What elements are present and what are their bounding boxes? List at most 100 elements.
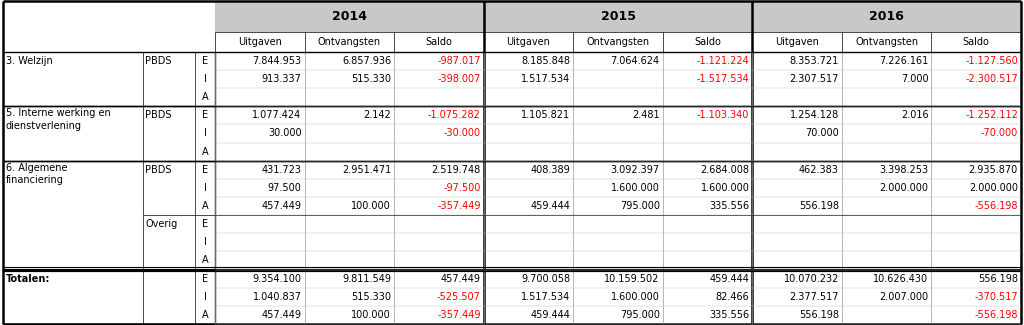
Text: -357.449: -357.449 [437, 201, 480, 211]
Text: Saldo: Saldo [425, 37, 453, 47]
Bar [215, 1, 483, 32]
Bar [3, 179, 1021, 197]
Text: Totalen:: Totalen: [6, 274, 50, 284]
Bar [3, 252, 1021, 269]
Text: 1.517.534: 1.517.534 [521, 292, 570, 302]
Text: Ontvangsten: Ontvangsten [855, 37, 919, 47]
Text: 9.354.100: 9.354.100 [253, 274, 301, 284]
Text: PBDS: PBDS [145, 165, 171, 175]
Text: -97.500: -97.500 [443, 183, 480, 193]
Text: I: I [204, 74, 207, 84]
Text: Uitgaven: Uitgaven [238, 37, 282, 47]
Text: 9.811.549: 9.811.549 [342, 274, 391, 284]
Text: -370.517: -370.517 [975, 292, 1018, 302]
Bar [753, 1, 1021, 32]
Text: Uitgaven: Uitgaven [507, 37, 550, 47]
Bar [3, 106, 1021, 124]
Text: 6.857.936: 6.857.936 [342, 56, 391, 66]
Text: A: A [202, 92, 208, 102]
Text: 10.070.232: 10.070.232 [783, 274, 839, 284]
Bar [3, 143, 1021, 161]
Text: 2.684.008: 2.684.008 [700, 165, 750, 175]
Text: 7.000: 7.000 [901, 74, 929, 84]
Text: 556.198: 556.198 [799, 310, 839, 320]
Text: A: A [202, 310, 208, 320]
Text: Ontvangsten: Ontvangsten [317, 37, 381, 47]
Bar [3, 215, 1021, 233]
Text: Overig: Overig [145, 219, 177, 229]
Text: 2.519.748: 2.519.748 [431, 165, 480, 175]
Text: 462.383: 462.383 [799, 165, 839, 175]
Text: PBDS: PBDS [145, 110, 171, 120]
Text: 431.723: 431.723 [261, 165, 301, 175]
Bar [573, 32, 663, 52]
Text: 1.600.000: 1.600.000 [611, 183, 659, 193]
Bar [3, 306, 1021, 324]
Bar [304, 32, 394, 52]
Text: 1.517.534: 1.517.534 [521, 74, 570, 84]
Bar [932, 32, 1021, 52]
Text: 795.000: 795.000 [620, 201, 659, 211]
Bar [3, 52, 1021, 70]
Text: 457.449: 457.449 [261, 310, 301, 320]
Text: -398.007: -398.007 [437, 74, 480, 84]
Text: 3.398.253: 3.398.253 [880, 165, 929, 175]
Bar [3, 88, 1021, 106]
Text: 457.449: 457.449 [440, 274, 480, 284]
Text: -1.103.340: -1.103.340 [697, 110, 750, 120]
Text: E: E [202, 219, 208, 229]
Text: 2.016: 2.016 [901, 110, 929, 120]
Text: E: E [202, 110, 208, 120]
Bar [3, 161, 1021, 179]
Text: Saldo: Saldo [963, 37, 989, 47]
Text: I: I [204, 237, 207, 247]
Text: 3. Welzijn: 3. Welzijn [6, 56, 53, 66]
Bar [215, 32, 304, 52]
Text: 2.481: 2.481 [632, 110, 659, 120]
Text: 335.556: 335.556 [710, 310, 750, 320]
Text: A: A [202, 255, 208, 266]
Text: A: A [202, 147, 208, 157]
Text: 335.556: 335.556 [710, 201, 750, 211]
Bar [753, 32, 842, 52]
Text: 459.444: 459.444 [710, 274, 750, 284]
Bar [3, 233, 1021, 252]
Text: 9.700.058: 9.700.058 [521, 274, 570, 284]
Text: E: E [202, 274, 208, 284]
Text: 70.000: 70.000 [805, 128, 839, 138]
Text: -357.449: -357.449 [437, 310, 480, 320]
Text: -556.198: -556.198 [975, 310, 1018, 320]
Bar [3, 32, 215, 52]
Text: -30.000: -30.000 [443, 128, 480, 138]
Text: I: I [204, 292, 207, 302]
Text: -1.252.112: -1.252.112 [966, 110, 1018, 120]
Text: 1.254.128: 1.254.128 [790, 110, 839, 120]
Bar [3, 197, 1021, 215]
Text: 10.159.502: 10.159.502 [604, 274, 659, 284]
Text: 2.951.471: 2.951.471 [342, 165, 391, 175]
Text: 3.092.397: 3.092.397 [610, 165, 659, 175]
Text: Saldo: Saldo [694, 37, 721, 47]
Text: 8.353.721: 8.353.721 [790, 56, 839, 66]
Text: 515.330: 515.330 [351, 74, 391, 84]
Text: 2015: 2015 [600, 10, 636, 23]
Text: 556.198: 556.198 [799, 201, 839, 211]
Text: 8.185.848: 8.185.848 [521, 56, 570, 66]
Text: Uitgaven: Uitgaven [775, 37, 819, 47]
Text: 2014: 2014 [332, 10, 367, 23]
Text: 82.466: 82.466 [716, 292, 750, 302]
Text: 7.844.953: 7.844.953 [253, 56, 301, 66]
Text: -1.127.560: -1.127.560 [966, 56, 1018, 66]
Text: PBDS: PBDS [145, 56, 171, 66]
Text: 1.600.000: 1.600.000 [700, 183, 750, 193]
Text: Ontvangsten: Ontvangsten [587, 37, 649, 47]
Text: E: E [202, 165, 208, 175]
Text: A: A [202, 201, 208, 211]
Text: E: E [202, 56, 208, 66]
Text: -1.121.224: -1.121.224 [696, 56, 750, 66]
Text: -525.507: -525.507 [437, 292, 480, 302]
Text: 408.389: 408.389 [530, 165, 570, 175]
Bar [3, 70, 1021, 88]
Text: 795.000: 795.000 [620, 310, 659, 320]
Text: I: I [204, 128, 207, 138]
